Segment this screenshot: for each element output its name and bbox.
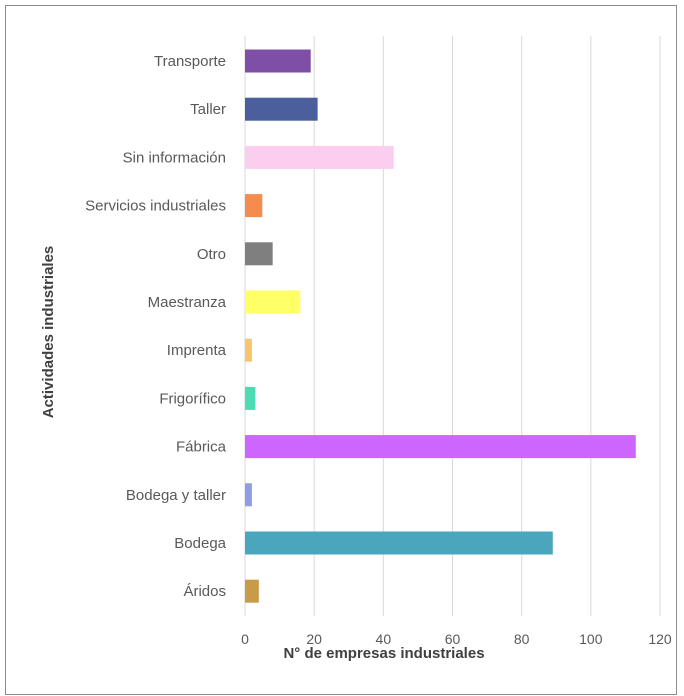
category-label: Bodega xyxy=(174,535,226,552)
x-tick-label: 120 xyxy=(648,631,672,647)
bar-3 xyxy=(245,194,263,218)
x-tick-label: 60 xyxy=(445,631,461,647)
bar-10 xyxy=(245,531,553,555)
chart-frame: Transporte Taller Sin información Servicios… xyxy=(5,5,677,695)
bar-0 xyxy=(245,49,311,73)
category-label: Maestranza xyxy=(148,294,227,311)
bar-9 xyxy=(245,483,252,507)
category-label: Servicios industriales xyxy=(85,198,226,215)
bar-7 xyxy=(245,386,256,410)
x-tick-label: 80 xyxy=(514,631,530,647)
bar-chart: Transporte Taller Sin información Servicios… xyxy=(40,36,672,662)
bar-8 xyxy=(245,435,636,459)
category-label: Transporte xyxy=(154,53,226,70)
x-tick-label: 20 xyxy=(306,631,322,647)
bar-1 xyxy=(245,97,318,121)
category-label: Taller xyxy=(190,101,226,118)
category-label: Frigorífico xyxy=(159,390,226,407)
bar-2 xyxy=(245,145,394,169)
bar-11 xyxy=(245,579,259,603)
x-tick-label: 0 xyxy=(241,631,249,647)
bar-4 xyxy=(245,242,273,266)
bar-5 xyxy=(245,290,301,314)
category-label: Áridos xyxy=(183,583,226,600)
category-label: Otro xyxy=(197,246,226,263)
bar-6 xyxy=(245,338,252,362)
category-label: Fábrica xyxy=(176,439,227,456)
x-axis-title: N° de empresas industriales xyxy=(283,645,484,662)
category-label: Bodega y taller xyxy=(126,487,226,504)
y-axis-title: Actividades industriales xyxy=(40,246,57,419)
x-tick-label: 40 xyxy=(376,631,392,647)
category-label: Sin información xyxy=(123,149,226,166)
x-tick-label: 100 xyxy=(579,631,603,647)
category-label: Imprenta xyxy=(167,342,227,359)
